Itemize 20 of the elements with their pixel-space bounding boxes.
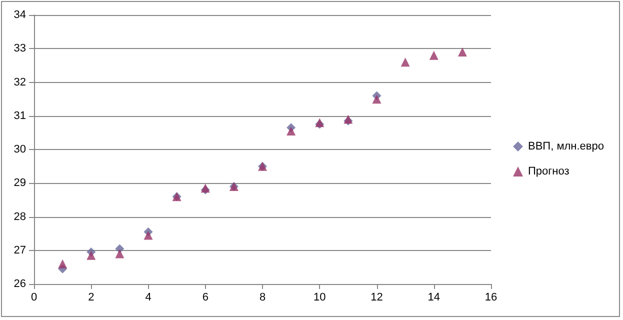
x-tick-label: 10: [314, 292, 326, 304]
y-tick-label: 28: [14, 210, 26, 223]
y-tick-label: 26: [14, 278, 26, 290]
y-tick-label: 32: [14, 76, 26, 88]
x-tick-label: 8: [259, 292, 266, 304]
x-tick-label: 6: [202, 292, 208, 304]
y-tick-label: 34: [14, 9, 26, 21]
y-tick-label: 30: [14, 144, 26, 156]
y-tick-label: 29: [14, 177, 26, 190]
y-tick-label: 31: [14, 110, 26, 122]
x-tick-label: 14: [428, 292, 440, 304]
legend-label: ВВП, млн.евро: [528, 140, 604, 152]
legend-label: Прогноз: [528, 166, 570, 178]
x-tick-label: 4: [145, 292, 152, 304]
x-tick-label: 16: [484, 292, 498, 304]
x-tick-label: 12: [370, 292, 383, 304]
x-tick-label: 0: [30, 292, 38, 304]
y-tick-label: 33: [14, 42, 26, 55]
y-tick-label: 27: [14, 244, 26, 256]
x-tick-label: 2: [88, 292, 94, 304]
